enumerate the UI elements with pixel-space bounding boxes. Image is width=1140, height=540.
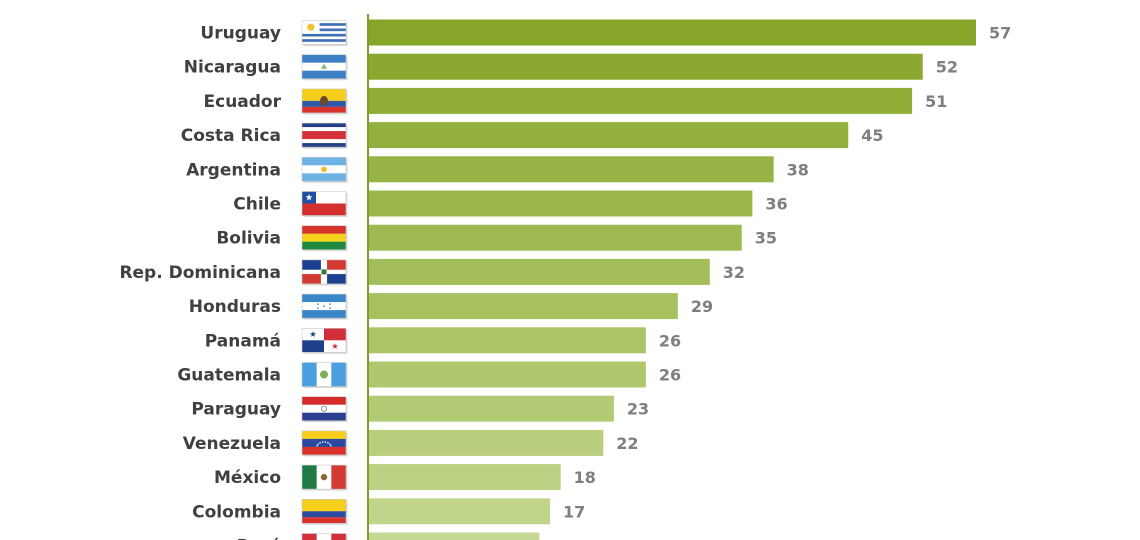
bar-chile (369, 190, 753, 217)
bars (369, 19, 976, 540)
flag-peru-icon (301, 533, 348, 540)
bar-panama (369, 327, 646, 354)
flag-costa-rica-icon (301, 122, 348, 149)
flag-nicaragua-icon (301, 54, 348, 81)
bar-nicaragua (369, 53, 923, 80)
category-label-bolivia: Bolivia (216, 229, 281, 249)
flag-argentina-icon (301, 157, 348, 183)
bar-paraguay (369, 395, 614, 422)
flag-honduras-icon (301, 293, 348, 320)
bar-argentina (369, 156, 774, 183)
value-label-dominican-republic: 32 (723, 263, 745, 282)
category-label-chile: Chile (233, 195, 281, 215)
category-label-mexico: México (214, 468, 281, 488)
bar-mexico (369, 464, 561, 491)
value-label-uruguay: 57 (989, 24, 1011, 43)
category-label-panama: Panamá (205, 331, 281, 351)
flags (301, 20, 348, 540)
value-label-honduras: 29 (691, 297, 713, 316)
flag-dominican-republic-icon (301, 259, 348, 286)
flag-colombia-icon (301, 498, 348, 525)
category-label-honduras: Honduras (189, 297, 281, 317)
bar-costa-rica (369, 122, 849, 149)
bar-colombia (369, 498, 551, 525)
value-label-bolivia: 35 (755, 229, 777, 248)
category-label-peru: Perú (237, 537, 281, 540)
bar-ecuador (369, 87, 913, 114)
category-label-paraguay: Paraguay (191, 400, 281, 420)
bar-honduras (369, 293, 678, 320)
value-label-chile: 36 (765, 195, 787, 214)
category-label-dominican-republic: Rep. Dominicana (119, 263, 281, 283)
value-label-ecuador: 51 (925, 92, 947, 111)
value-label-panama: 26 (659, 331, 681, 350)
value-label-costa-rica: 45 (861, 126, 883, 145)
flag-mexico-icon (301, 464, 348, 491)
value-label-peru: 16 (552, 537, 574, 540)
value-label-colombia: 17 (563, 502, 585, 521)
value-label-paraguay: 23 (627, 400, 649, 419)
bar-guatemala (369, 361, 646, 388)
flag-chile-icon (301, 191, 348, 217)
category-label-guatemala: Guatemala (177, 366, 281, 386)
category-label-uruguay: Uruguay (200, 24, 281, 44)
flag-uruguay-icon (301, 20, 348, 46)
bar-bolivia (369, 224, 742, 251)
category-label-colombia: Colombia (192, 502, 281, 522)
category-label-costa-rica: Costa Rica (181, 126, 281, 146)
flag-paraguay-icon (301, 396, 348, 423)
category-label-nicaragua: Nicaragua (184, 58, 281, 78)
category-label-argentina: Argentina (186, 160, 281, 180)
flag-guatemala-icon (301, 362, 348, 388)
bar-peru (369, 532, 540, 540)
value-label-mexico: 18 (574, 468, 596, 487)
bar-uruguay (369, 19, 976, 46)
flag-ecuador-icon (301, 88, 348, 115)
category-labels: Uruguay Nicaragua Ecuador Costa Rica Argenti… (119, 24, 281, 540)
value-label-guatemala: 26 (659, 366, 681, 385)
bar-dominican-republic (369, 258, 710, 285)
flag-panama-icon (301, 327, 348, 354)
value-label-nicaragua: 52 (936, 58, 958, 77)
flag-bolivia-icon (301, 225, 348, 252)
value-label-venezuela: 22 (616, 434, 638, 453)
category-label-ecuador: Ecuador (204, 92, 282, 112)
category-label-venezuela: Venezuela (183, 434, 281, 454)
bar-venezuela (369, 429, 604, 456)
flag-venezuela-icon (301, 430, 348, 457)
value-label-argentina: 38 (787, 160, 809, 179)
